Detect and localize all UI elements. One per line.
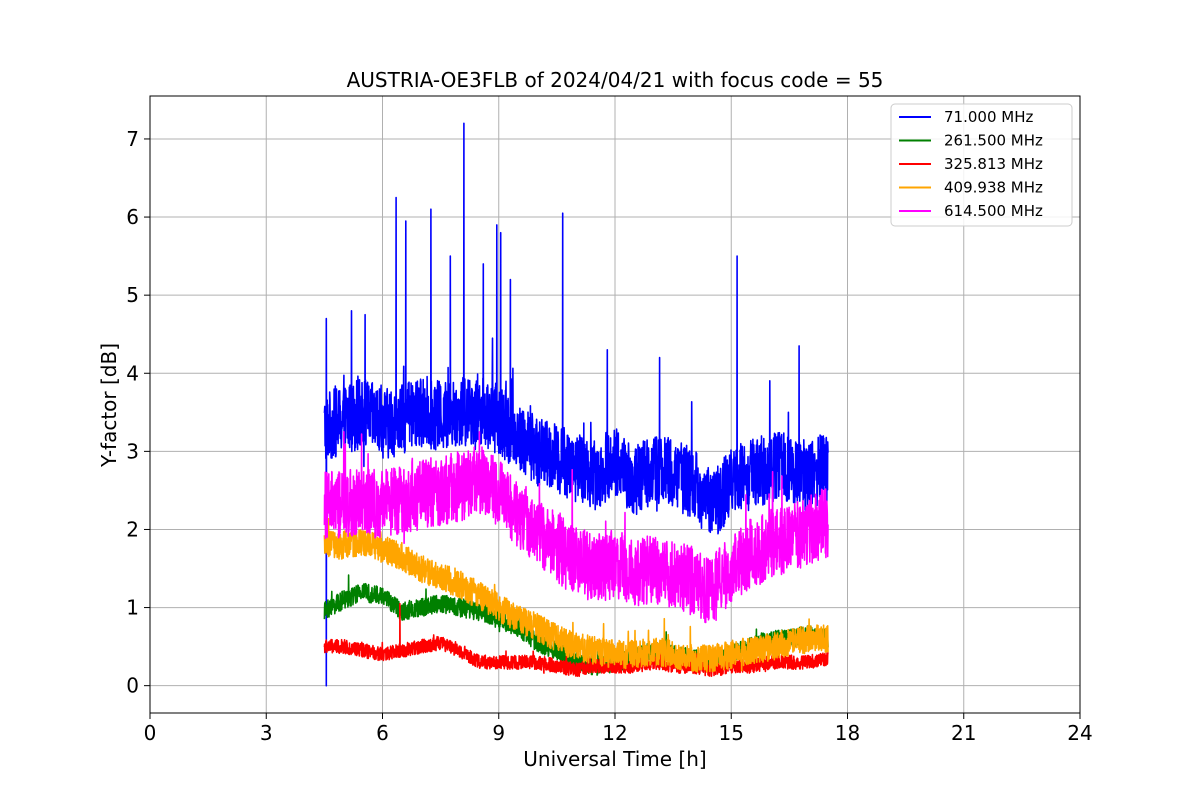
x-tick-label: 21 [951,721,976,745]
legend-box [890,103,1073,227]
y-tick-label: 3 [126,439,139,463]
y-tick-label: 5 [126,283,139,307]
x-tick-label: 24 [1067,721,1092,745]
y-tick-label: 4 [126,361,139,385]
y-tick-label: 7 [126,127,139,151]
legend-label: 409.938 MHz [944,179,1043,197]
legend-label: 614.500 MHz [944,202,1043,220]
x-tick-label: 18 [835,721,860,745]
legend: 71.000 MHz 261.500 MHz 325.813 MHz 409.9… [890,103,1073,227]
y-axis: 0 1 2 3 4 5 6 7 [126,127,150,698]
x-axis: 0 3 6 9 12 15 18 21 24 [144,713,1093,745]
y-tick-label: 6 [126,205,139,229]
x-tick-label: 9 [492,721,505,745]
legend-label: 325.813 MHz [944,155,1043,173]
series-line [323,517,829,673]
series-line [323,431,829,624]
x-tick-label: 15 [719,721,744,745]
legend-label: 71.000 MHz [944,108,1033,126]
legend-label: 261.500 MHz [944,132,1043,150]
x-axis-label: Universal Time [h] [523,747,706,771]
x-tick-label: 6 [376,721,389,745]
x-tick-label: 3 [260,721,273,745]
y-tick-label: 0 [126,674,139,698]
x-tick-label: 0 [144,721,157,745]
chart-title: AUSTRIA-OE3FLB of 2024/04/21 with focus … [347,68,884,92]
y-tick-label: 1 [126,596,139,620]
x-tick-label: 12 [602,721,627,745]
series-layer [323,122,829,687]
y-tick-label: 2 [126,517,139,541]
y-axis-label: Y-factor [dB] [97,343,121,468]
